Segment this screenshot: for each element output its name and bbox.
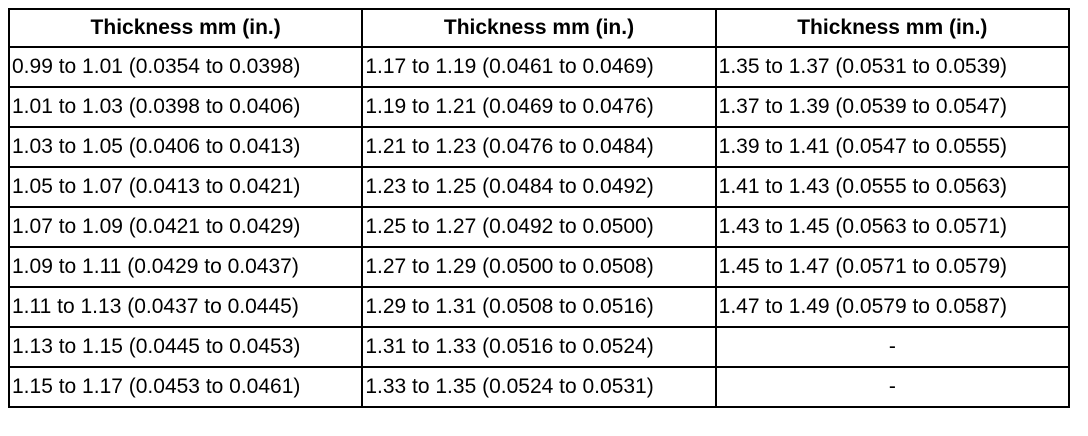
table-cell: 1.09 to 1.11 (0.0429 to 0.0437) (7, 246, 364, 288)
table-cell: 1.47 to 1.49 (0.0579 to 0.0587) (714, 286, 1071, 328)
header-row: Thickness mm (in.) Thickness mm (in.) Thic… (7, 8, 1071, 48)
table-cell: 1.41 to 1.43 (0.0555 to 0.0563) (714, 166, 1071, 208)
table-cell: 1.13 to 1.15 (0.0445 to 0.0453) (7, 326, 364, 368)
table-row: 1.15 to 1.17 (0.0453 to 0.0461) 1.33 to 1… (7, 366, 1071, 408)
header-cell: Thickness mm (in.) (361, 8, 717, 48)
table-row: 1.13 to 1.15 (0.0445 to 0.0453) 1.31 to 1… (7, 326, 1071, 368)
table-row: 0.99 to 1.01 (0.0354 to 0.0398) 1.17 to 1… (7, 46, 1071, 88)
table-row: 1.07 to 1.09 (0.0421 to 0.0429) 1.25 to 1… (7, 206, 1071, 248)
table-cell: 1.05 to 1.07 (0.0413 to 0.0421) (7, 166, 364, 208)
header-cell: Thickness mm (in.) (7, 8, 364, 48)
table-cell: 1.43 to 1.45 (0.0563 to 0.0571) (714, 206, 1071, 248)
table-cell: 1.27 to 1.29 (0.0500 to 0.0508) (361, 246, 717, 288)
table-cell: 1.23 to 1.25 (0.0484 to 0.0492) (361, 166, 717, 208)
table-row: 1.11 to 1.13 (0.0437 to 0.0445) 1.29 to 1… (7, 286, 1071, 328)
table-cell: 1.33 to 1.35 (0.0524 to 0.0531) (361, 366, 717, 408)
table-cell: 1.45 to 1.47 (0.0571 to 0.0579) (714, 246, 1071, 288)
table-cell: 1.01 to 1.03 (0.0398 to 0.0406) (7, 86, 364, 128)
table-row: 1.03 to 1.05 (0.0406 to 0.0413) 1.21 to 1… (7, 126, 1071, 168)
table-body: 0.99 to 1.01 (0.0354 to 0.0398) 1.17 to 1… (7, 46, 1071, 408)
thickness-table: Thickness mm (in.) Thickness mm (in.) Thic… (7, 8, 1071, 408)
table-cell: 1.03 to 1.05 (0.0406 to 0.0413) (7, 126, 364, 168)
table-cell: 1.25 to 1.27 (0.0492 to 0.0500) (361, 206, 717, 248)
table-cell: 1.29 to 1.31 (0.0508 to 0.0516) (361, 286, 717, 328)
table-cell: 1.31 to 1.33 (0.0516 to 0.0524) (361, 326, 717, 368)
table-cell: 0.99 to 1.01 (0.0354 to 0.0398) (7, 46, 364, 88)
table-row: 1.09 to 1.11 (0.0429 to 0.0437) 1.27 to 1… (7, 246, 1071, 288)
table-row: 1.01 to 1.03 (0.0398 to 0.0406) 1.19 to 1… (7, 86, 1071, 128)
table-cell: 1.15 to 1.17 (0.0453 to 0.0461) (7, 366, 364, 408)
table-row: 1.05 to 1.07 (0.0413 to 0.0421) 1.23 to 1… (7, 166, 1071, 208)
table-cell: 1.35 to 1.37 (0.0531 to 0.0539) (714, 46, 1071, 88)
table-cell: 1.07 to 1.09 (0.0421 to 0.0429) (7, 206, 364, 248)
table-cell: 1.39 to 1.41 (0.0547 to 0.0555) (714, 126, 1071, 168)
table-cell: 1.17 to 1.19 (0.0461 to 0.0469) (361, 46, 717, 88)
table-cell: - (714, 366, 1071, 408)
table-cell: - (714, 326, 1071, 368)
table-cell: 1.11 to 1.13 (0.0437 to 0.0445) (7, 286, 364, 328)
table-cell: 1.19 to 1.21 (0.0469 to 0.0476) (361, 86, 717, 128)
table-cell: 1.21 to 1.23 (0.0476 to 0.0484) (361, 126, 717, 168)
header-cell: Thickness mm (in.) (714, 8, 1071, 48)
table-cell: 1.37 to 1.39 (0.0539 to 0.0547) (714, 86, 1071, 128)
